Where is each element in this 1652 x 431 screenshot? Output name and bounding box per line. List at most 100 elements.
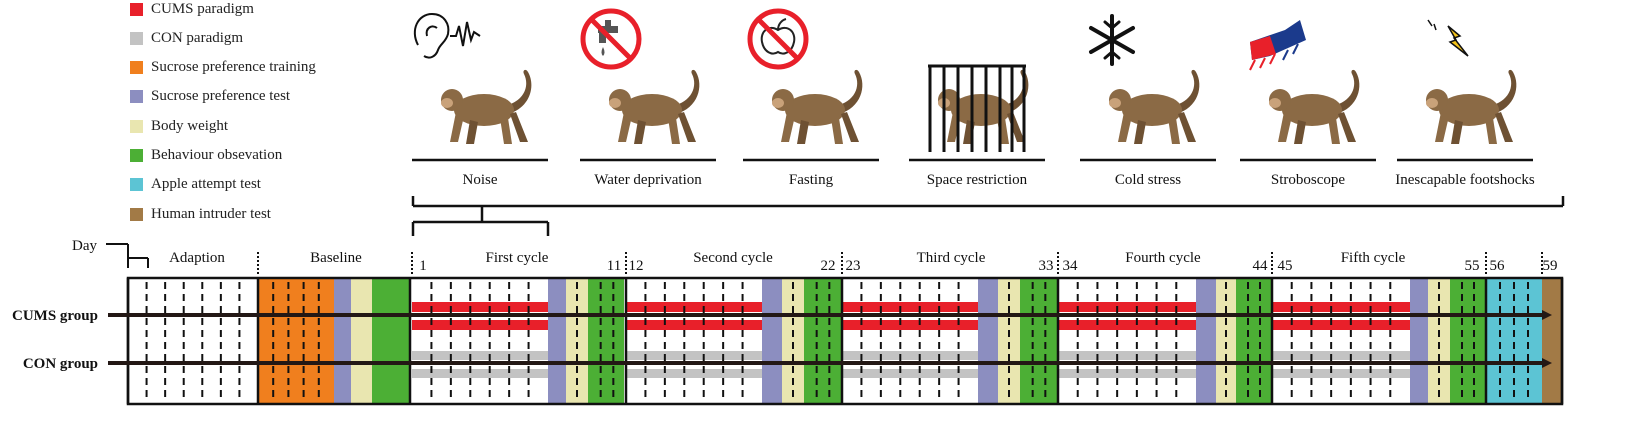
legend-label: CUMS paradigm bbox=[151, 0, 254, 17]
timeline-block bbox=[998, 278, 1020, 404]
day-label: Day bbox=[72, 238, 97, 254]
timeline-block bbox=[1450, 278, 1486, 404]
legend-label: CON paradigm bbox=[151, 29, 244, 46]
strobe-light-icon bbox=[1249, 20, 1306, 71]
legend-swatch bbox=[130, 207, 143, 221]
legend-item: Sucrose preference training bbox=[130, 59, 316, 77]
timeline-block bbox=[1236, 278, 1272, 404]
con-stripe bbox=[626, 351, 762, 360]
ear-noise-icon bbox=[413, 12, 481, 59]
day-marker: 59 bbox=[1543, 258, 1558, 274]
con-stripe bbox=[1272, 351, 1410, 360]
phase-label: Second cycle bbox=[693, 250, 773, 266]
day-marker: 34 bbox=[1063, 258, 1079, 274]
timeline-block bbox=[258, 278, 334, 404]
legend-swatch bbox=[130, 149, 143, 162]
timeline-block bbox=[351, 278, 372, 404]
timeline-block bbox=[1410, 278, 1428, 404]
monkey-icon bbox=[1109, 69, 1200, 144]
con-stripe bbox=[412, 351, 548, 360]
legend-item: Body weight bbox=[130, 117, 228, 135]
phase-label: Third cycle bbox=[917, 250, 986, 266]
day-marker: 23 bbox=[846, 258, 861, 274]
timeline-block bbox=[548, 278, 566, 404]
legend-item: CUMS paradigm bbox=[130, 0, 254, 18]
con-stripe bbox=[842, 369, 978, 378]
day-marker: 1 bbox=[419, 258, 427, 274]
group-label: CUMS group bbox=[12, 308, 98, 324]
legend-label: Sucrose preference training bbox=[151, 59, 316, 76]
phase-label: Fifth cycle bbox=[1341, 250, 1406, 266]
stressor-label: Inescapable footshocks bbox=[1395, 172, 1535, 188]
cums-stripe bbox=[626, 320, 762, 330]
legend-label: Body weight bbox=[151, 117, 229, 134]
timeline-block bbox=[1542, 278, 1562, 404]
con-stripe bbox=[842, 351, 978, 360]
stressor-label: Cold stress bbox=[1115, 172, 1181, 188]
legend-label: Human intruder test bbox=[151, 205, 271, 222]
stressor-label: Noise bbox=[463, 172, 498, 188]
con-stripe bbox=[1272, 369, 1410, 378]
con-stripe bbox=[626, 369, 762, 378]
legend-swatch bbox=[130, 178, 143, 192]
day-marker: 55 bbox=[1465, 258, 1480, 274]
timeline-block bbox=[1020, 278, 1057, 404]
phase-label: First cycle bbox=[486, 250, 549, 266]
legend-item: CON paradigm bbox=[130, 29, 243, 47]
stressor-label: Stroboscope bbox=[1271, 172, 1346, 188]
legend-swatch bbox=[130, 31, 143, 45]
legend-item: Apple attempt test bbox=[130, 176, 261, 194]
monkey-icon bbox=[1426, 69, 1517, 144]
legend-swatch bbox=[130, 2, 143, 16]
cums-stripe bbox=[1272, 302, 1410, 312]
no-water-icon bbox=[580, 8, 642, 70]
phase-label: Fourth cycle bbox=[1125, 250, 1201, 266]
day-marker: 56 bbox=[1490, 258, 1506, 274]
phase-label: Adaption bbox=[169, 250, 225, 266]
cums-stripe bbox=[1272, 320, 1410, 330]
timeline-block bbox=[1428, 278, 1450, 404]
cage-icon bbox=[928, 64, 1026, 152]
monkey-icon bbox=[938, 69, 1029, 144]
timeline-block bbox=[1216, 278, 1236, 404]
legend-item: Human intruder test bbox=[130, 205, 271, 223]
day-marker: 12 bbox=[629, 258, 644, 274]
group-label: CON group bbox=[23, 356, 98, 372]
monkey-icon bbox=[1269, 69, 1360, 144]
timeline-block bbox=[372, 278, 410, 404]
timeline-block bbox=[588, 278, 624, 404]
legend-label: Apple attempt test bbox=[151, 176, 261, 193]
cums-stripe bbox=[1058, 302, 1196, 312]
stressor-label: Water deprivation bbox=[594, 172, 702, 188]
timeline-block bbox=[804, 278, 841, 404]
monkey-icon bbox=[609, 69, 700, 144]
legend-item: Behaviour obsevation bbox=[130, 147, 282, 165]
legend-label: Sucrose preference test bbox=[151, 88, 291, 105]
legend-swatch bbox=[130, 61, 143, 75]
timeline-block bbox=[1196, 278, 1216, 404]
day-bracket bbox=[106, 243, 149, 268]
con-stripe bbox=[1058, 351, 1196, 360]
legend-item: Sucrose preference test bbox=[130, 88, 290, 106]
legend-swatch bbox=[130, 119, 143, 133]
monkey-icon bbox=[772, 69, 863, 144]
timeline-block bbox=[978, 278, 998, 404]
stressor-bracket bbox=[411, 196, 1565, 236]
day-marker: 22 bbox=[821, 258, 836, 274]
con-stripe bbox=[1058, 369, 1196, 378]
timeline-block bbox=[334, 278, 351, 404]
legend-swatch bbox=[130, 90, 143, 104]
cums-stripe bbox=[842, 320, 978, 330]
cums-stripe bbox=[626, 302, 762, 312]
timeline-block bbox=[782, 278, 804, 404]
stressor-label: Space restriction bbox=[927, 172, 1028, 188]
cums-stripe bbox=[412, 302, 548, 312]
monkey-icon bbox=[441, 69, 532, 144]
cums-stripe bbox=[1058, 320, 1196, 330]
no-apple-icon bbox=[747, 8, 809, 70]
cums-stripe bbox=[842, 302, 978, 312]
stressor-label: Fasting bbox=[789, 172, 834, 188]
snowflake-icon bbox=[1089, 14, 1135, 66]
cums-stripe bbox=[412, 320, 548, 330]
